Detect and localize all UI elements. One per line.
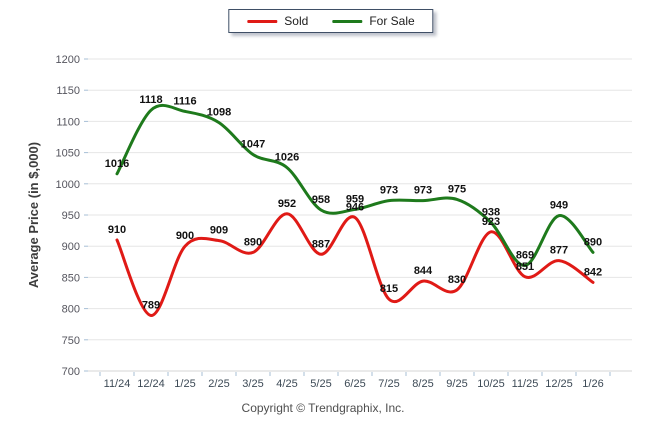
svg-text:6/25: 6/25 [344, 378, 365, 390]
svg-text:11/24: 11/24 [104, 378, 131, 390]
chart-legend: Sold For Sale [228, 9, 434, 33]
svg-text:877: 877 [550, 245, 568, 257]
svg-text:946: 946 [346, 201, 364, 213]
svg-text:890: 890 [584, 236, 602, 248]
svg-text:938: 938 [482, 206, 500, 218]
svg-text:1026: 1026 [275, 152, 299, 164]
svg-text:975: 975 [448, 183, 466, 195]
sold-line-swatch [247, 19, 278, 23]
svg-text:7/25: 7/25 [378, 378, 399, 390]
svg-text:1098: 1098 [207, 107, 231, 119]
svg-text:959: 959 [346, 193, 364, 205]
legend-item-sold: Sold [247, 15, 308, 27]
svg-text:973: 973 [414, 185, 432, 197]
svg-text:1050: 1050 [56, 148, 80, 160]
svg-text:844: 844 [414, 265, 433, 277]
svg-text:815: 815 [380, 283, 398, 295]
svg-text:11/25: 11/25 [512, 378, 539, 390]
svg-text:851: 851 [516, 261, 534, 273]
svg-text:958: 958 [312, 194, 330, 206]
svg-text:2/25: 2/25 [208, 378, 229, 390]
svg-text:923: 923 [482, 216, 500, 228]
svg-text:1/25: 1/25 [174, 378, 195, 390]
svg-text:9/25: 9/25 [446, 378, 467, 390]
svg-text:800: 800 [62, 304, 80, 316]
svg-text:8/25: 8/25 [412, 378, 433, 390]
svg-text:10/25: 10/25 [477, 378, 505, 390]
for-sale-line-swatch [332, 19, 363, 23]
svg-text:750: 750 [62, 335, 80, 347]
svg-text:949: 949 [550, 200, 568, 212]
svg-text:1/26: 1/26 [582, 378, 603, 390]
svg-text:1016: 1016 [105, 158, 129, 170]
svg-text:900: 900 [176, 230, 194, 242]
svg-text:4/25: 4/25 [276, 378, 297, 390]
svg-text:900: 900 [62, 241, 80, 253]
legend-label-sold: Sold [284, 14, 309, 28]
svg-text:1116: 1116 [173, 95, 196, 107]
legend-label-for-sale: For Sale [369, 14, 415, 28]
svg-text:887: 887 [312, 238, 330, 250]
svg-text:950: 950 [62, 210, 80, 222]
svg-text:3/25: 3/25 [242, 378, 263, 390]
svg-text:910: 910 [108, 224, 126, 236]
svg-text:1150: 1150 [56, 85, 80, 97]
svg-text:952: 952 [278, 198, 296, 210]
svg-text:842: 842 [584, 266, 602, 278]
svg-text:12/25: 12/25 [545, 378, 573, 390]
svg-text:909: 909 [210, 225, 228, 237]
svg-text:869: 869 [516, 250, 534, 262]
copyright-text: Copyright © Trendgraphix, Inc. [241, 401, 405, 415]
legend-item-for-sale: For Sale [332, 14, 415, 28]
chart-svg: 700 750 800 850 900 950 1000 1050 1100 1150 1200 11… [26, 54, 632, 390]
svg-text:1047: 1047 [241, 138, 265, 150]
svg-text:Average Price (in $,000): Average Price (in $,000) [26, 142, 41, 288]
svg-text:830: 830 [448, 274, 466, 286]
svg-text:973: 973 [380, 185, 398, 197]
svg-text:5/25: 5/25 [310, 378, 331, 390]
svg-text:1200: 1200 [56, 54, 80, 66]
svg-text:1000: 1000 [56, 179, 80, 191]
svg-text:1118: 1118 [139, 94, 162, 106]
svg-text:789: 789 [142, 299, 160, 311]
svg-text:850: 850 [62, 272, 80, 284]
svg-text:12/24: 12/24 [137, 378, 165, 390]
svg-text:1100: 1100 [56, 116, 80, 128]
svg-text:700: 700 [62, 366, 80, 378]
svg-text:890: 890 [244, 236, 262, 248]
